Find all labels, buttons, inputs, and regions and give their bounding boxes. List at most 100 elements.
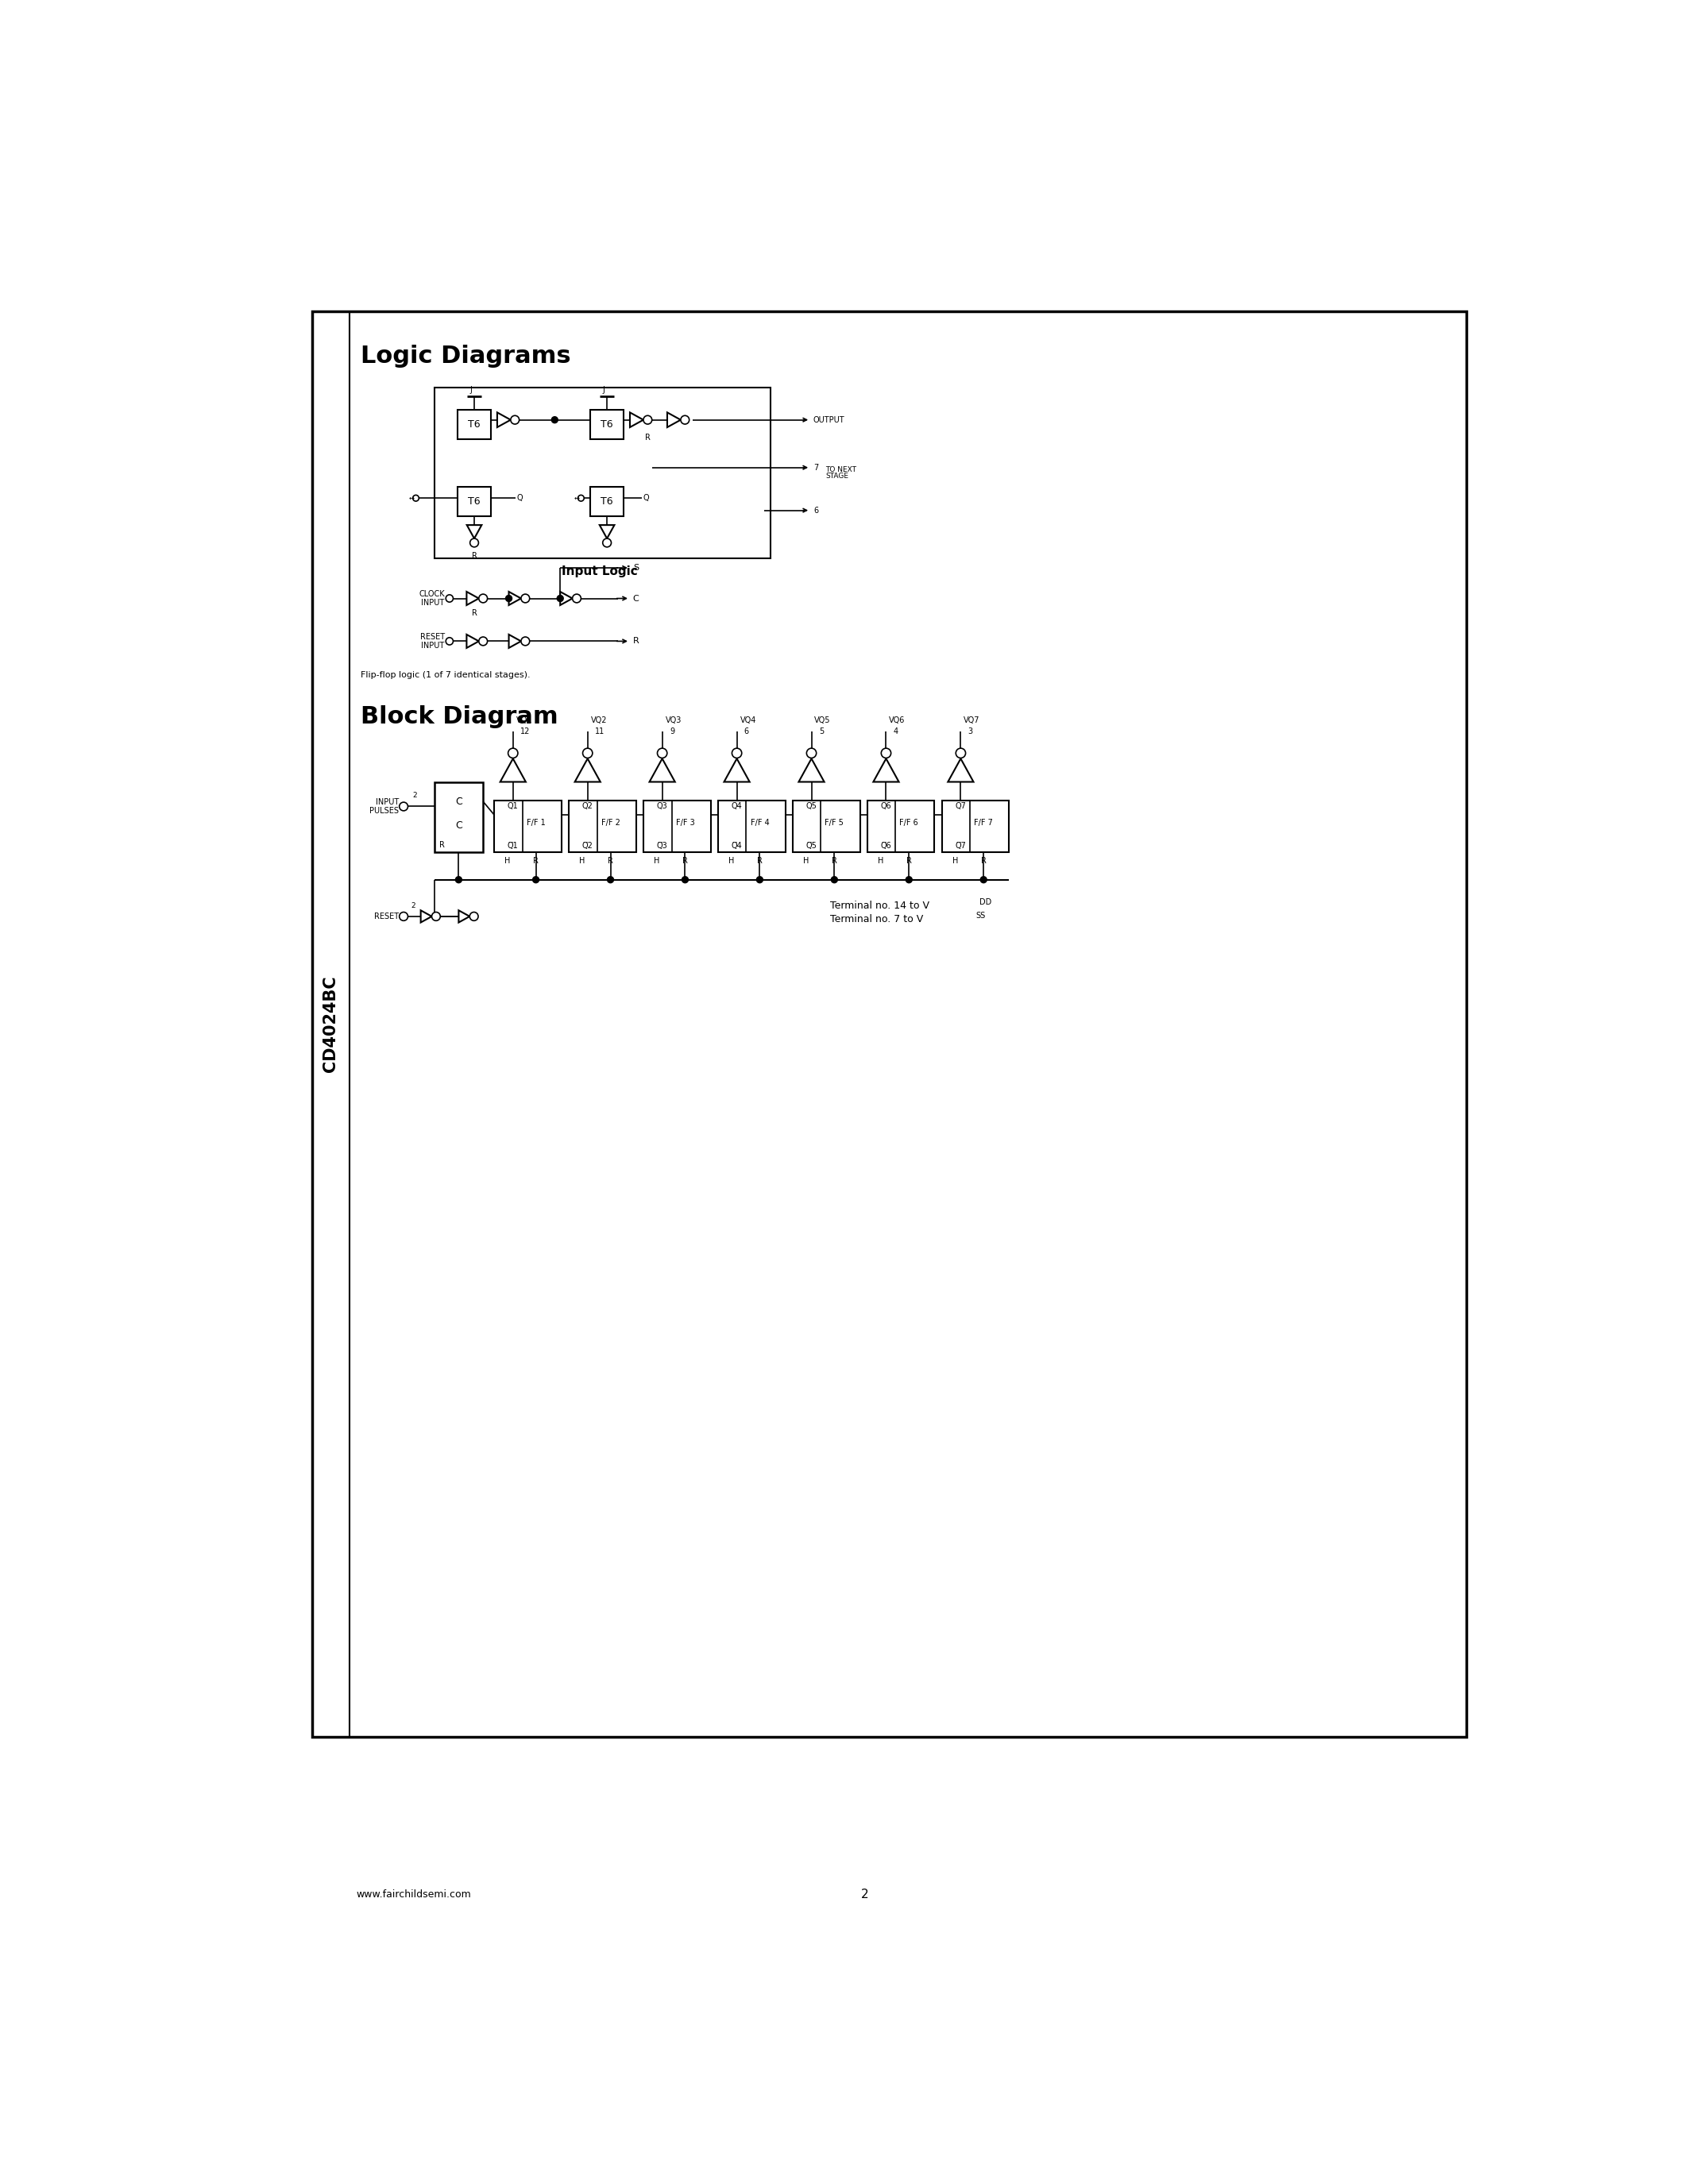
Text: VQ7: VQ7 <box>964 716 981 725</box>
Text: C: C <box>456 821 463 830</box>
Text: H: H <box>579 856 586 865</box>
Circle shape <box>522 638 530 646</box>
Circle shape <box>400 802 408 810</box>
Bar <box>591 411 625 439</box>
Text: R: R <box>471 553 478 559</box>
Text: C: C <box>633 594 640 603</box>
Polygon shape <box>498 413 511 428</box>
Bar <box>569 799 636 852</box>
Text: F/F 3: F/F 3 <box>675 819 694 828</box>
Text: Logic Diagrams: Logic Diagrams <box>361 345 571 367</box>
Text: Q̅1: Q̅1 <box>508 843 518 850</box>
Circle shape <box>577 496 584 500</box>
Text: 12: 12 <box>520 727 530 736</box>
Text: F/F 6: F/F 6 <box>900 819 918 828</box>
Text: Q3: Q3 <box>657 802 668 810</box>
Text: Flip-flop logic (1 of 7 identical stages).: Flip-flop logic (1 of 7 identical stages… <box>361 670 530 679</box>
Text: R: R <box>633 638 640 644</box>
Polygon shape <box>949 758 974 782</box>
Circle shape <box>400 913 408 922</box>
Circle shape <box>456 876 463 882</box>
Text: DD: DD <box>979 898 993 906</box>
Circle shape <box>955 749 966 758</box>
Polygon shape <box>468 524 481 539</box>
Circle shape <box>582 749 592 758</box>
Bar <box>868 799 935 852</box>
Polygon shape <box>508 592 522 605</box>
Text: 5: 5 <box>819 727 824 736</box>
Circle shape <box>608 876 613 882</box>
Text: H: H <box>653 856 660 865</box>
Text: F/F 1: F/F 1 <box>527 819 545 828</box>
Text: F/F 7: F/F 7 <box>974 819 993 828</box>
Bar <box>591 487 625 515</box>
Circle shape <box>807 749 817 758</box>
Polygon shape <box>500 758 525 782</box>
Text: 6: 6 <box>814 507 819 513</box>
Text: ↔: ↔ <box>408 494 414 502</box>
Text: CD4024BC: CD4024BC <box>322 976 339 1072</box>
Text: T6: T6 <box>601 419 613 430</box>
Circle shape <box>981 876 986 882</box>
Text: VQ2: VQ2 <box>591 716 608 725</box>
Text: OUTPUT: OUTPUT <box>814 415 846 424</box>
Bar <box>495 799 562 852</box>
Text: 7: 7 <box>814 463 819 472</box>
Text: 2: 2 <box>410 902 415 909</box>
Text: S: S <box>633 563 638 572</box>
Text: R: R <box>682 856 687 865</box>
Bar <box>434 782 483 852</box>
Text: Q̅2: Q̅2 <box>582 843 592 850</box>
Circle shape <box>643 415 652 424</box>
Text: 2: 2 <box>861 1889 869 1900</box>
Polygon shape <box>560 592 572 605</box>
Text: SS: SS <box>976 911 986 919</box>
Circle shape <box>572 594 581 603</box>
Text: CLOCK
INPUT: CLOCK INPUT <box>419 590 444 607</box>
Bar <box>717 799 785 852</box>
Polygon shape <box>459 911 469 922</box>
Text: ↔: ↔ <box>574 494 579 502</box>
Text: R: R <box>645 432 650 441</box>
Circle shape <box>533 876 538 882</box>
Text: Q5: Q5 <box>805 802 817 810</box>
Text: VQ6: VQ6 <box>890 716 905 725</box>
Text: T6: T6 <box>468 419 481 430</box>
Text: R: R <box>832 856 837 865</box>
Text: F/F 4: F/F 4 <box>749 819 770 828</box>
Text: R: R <box>756 856 763 865</box>
Text: H: H <box>729 856 734 865</box>
Polygon shape <box>630 413 643 428</box>
Polygon shape <box>466 636 479 649</box>
Bar <box>457 487 491 515</box>
Text: STAGE: STAGE <box>825 472 849 480</box>
Polygon shape <box>599 524 614 539</box>
Circle shape <box>830 876 837 882</box>
Text: 3: 3 <box>967 727 972 736</box>
Text: VQ4: VQ4 <box>739 716 756 725</box>
Bar <box>312 310 1467 1736</box>
Text: 11: 11 <box>594 727 604 736</box>
Text: Q2: Q2 <box>582 802 592 810</box>
Circle shape <box>522 594 530 603</box>
Text: F/F 5: F/F 5 <box>825 819 844 828</box>
Polygon shape <box>798 758 824 782</box>
Circle shape <box>469 539 478 546</box>
Circle shape <box>446 638 452 644</box>
Text: VQ3: VQ3 <box>665 716 682 725</box>
Circle shape <box>508 749 518 758</box>
Circle shape <box>506 596 511 601</box>
Text: Q̅7: Q̅7 <box>955 843 966 850</box>
Circle shape <box>906 876 912 882</box>
Polygon shape <box>650 758 675 782</box>
Circle shape <box>414 496 419 500</box>
Polygon shape <box>724 758 749 782</box>
Circle shape <box>469 913 478 922</box>
Circle shape <box>733 749 741 758</box>
Text: H: H <box>505 856 510 865</box>
Text: INPUT
PULSES: INPUT PULSES <box>370 797 398 815</box>
Circle shape <box>603 539 611 546</box>
Text: R: R <box>608 856 613 865</box>
Text: 9: 9 <box>670 727 675 736</box>
Text: Q4: Q4 <box>731 802 743 810</box>
